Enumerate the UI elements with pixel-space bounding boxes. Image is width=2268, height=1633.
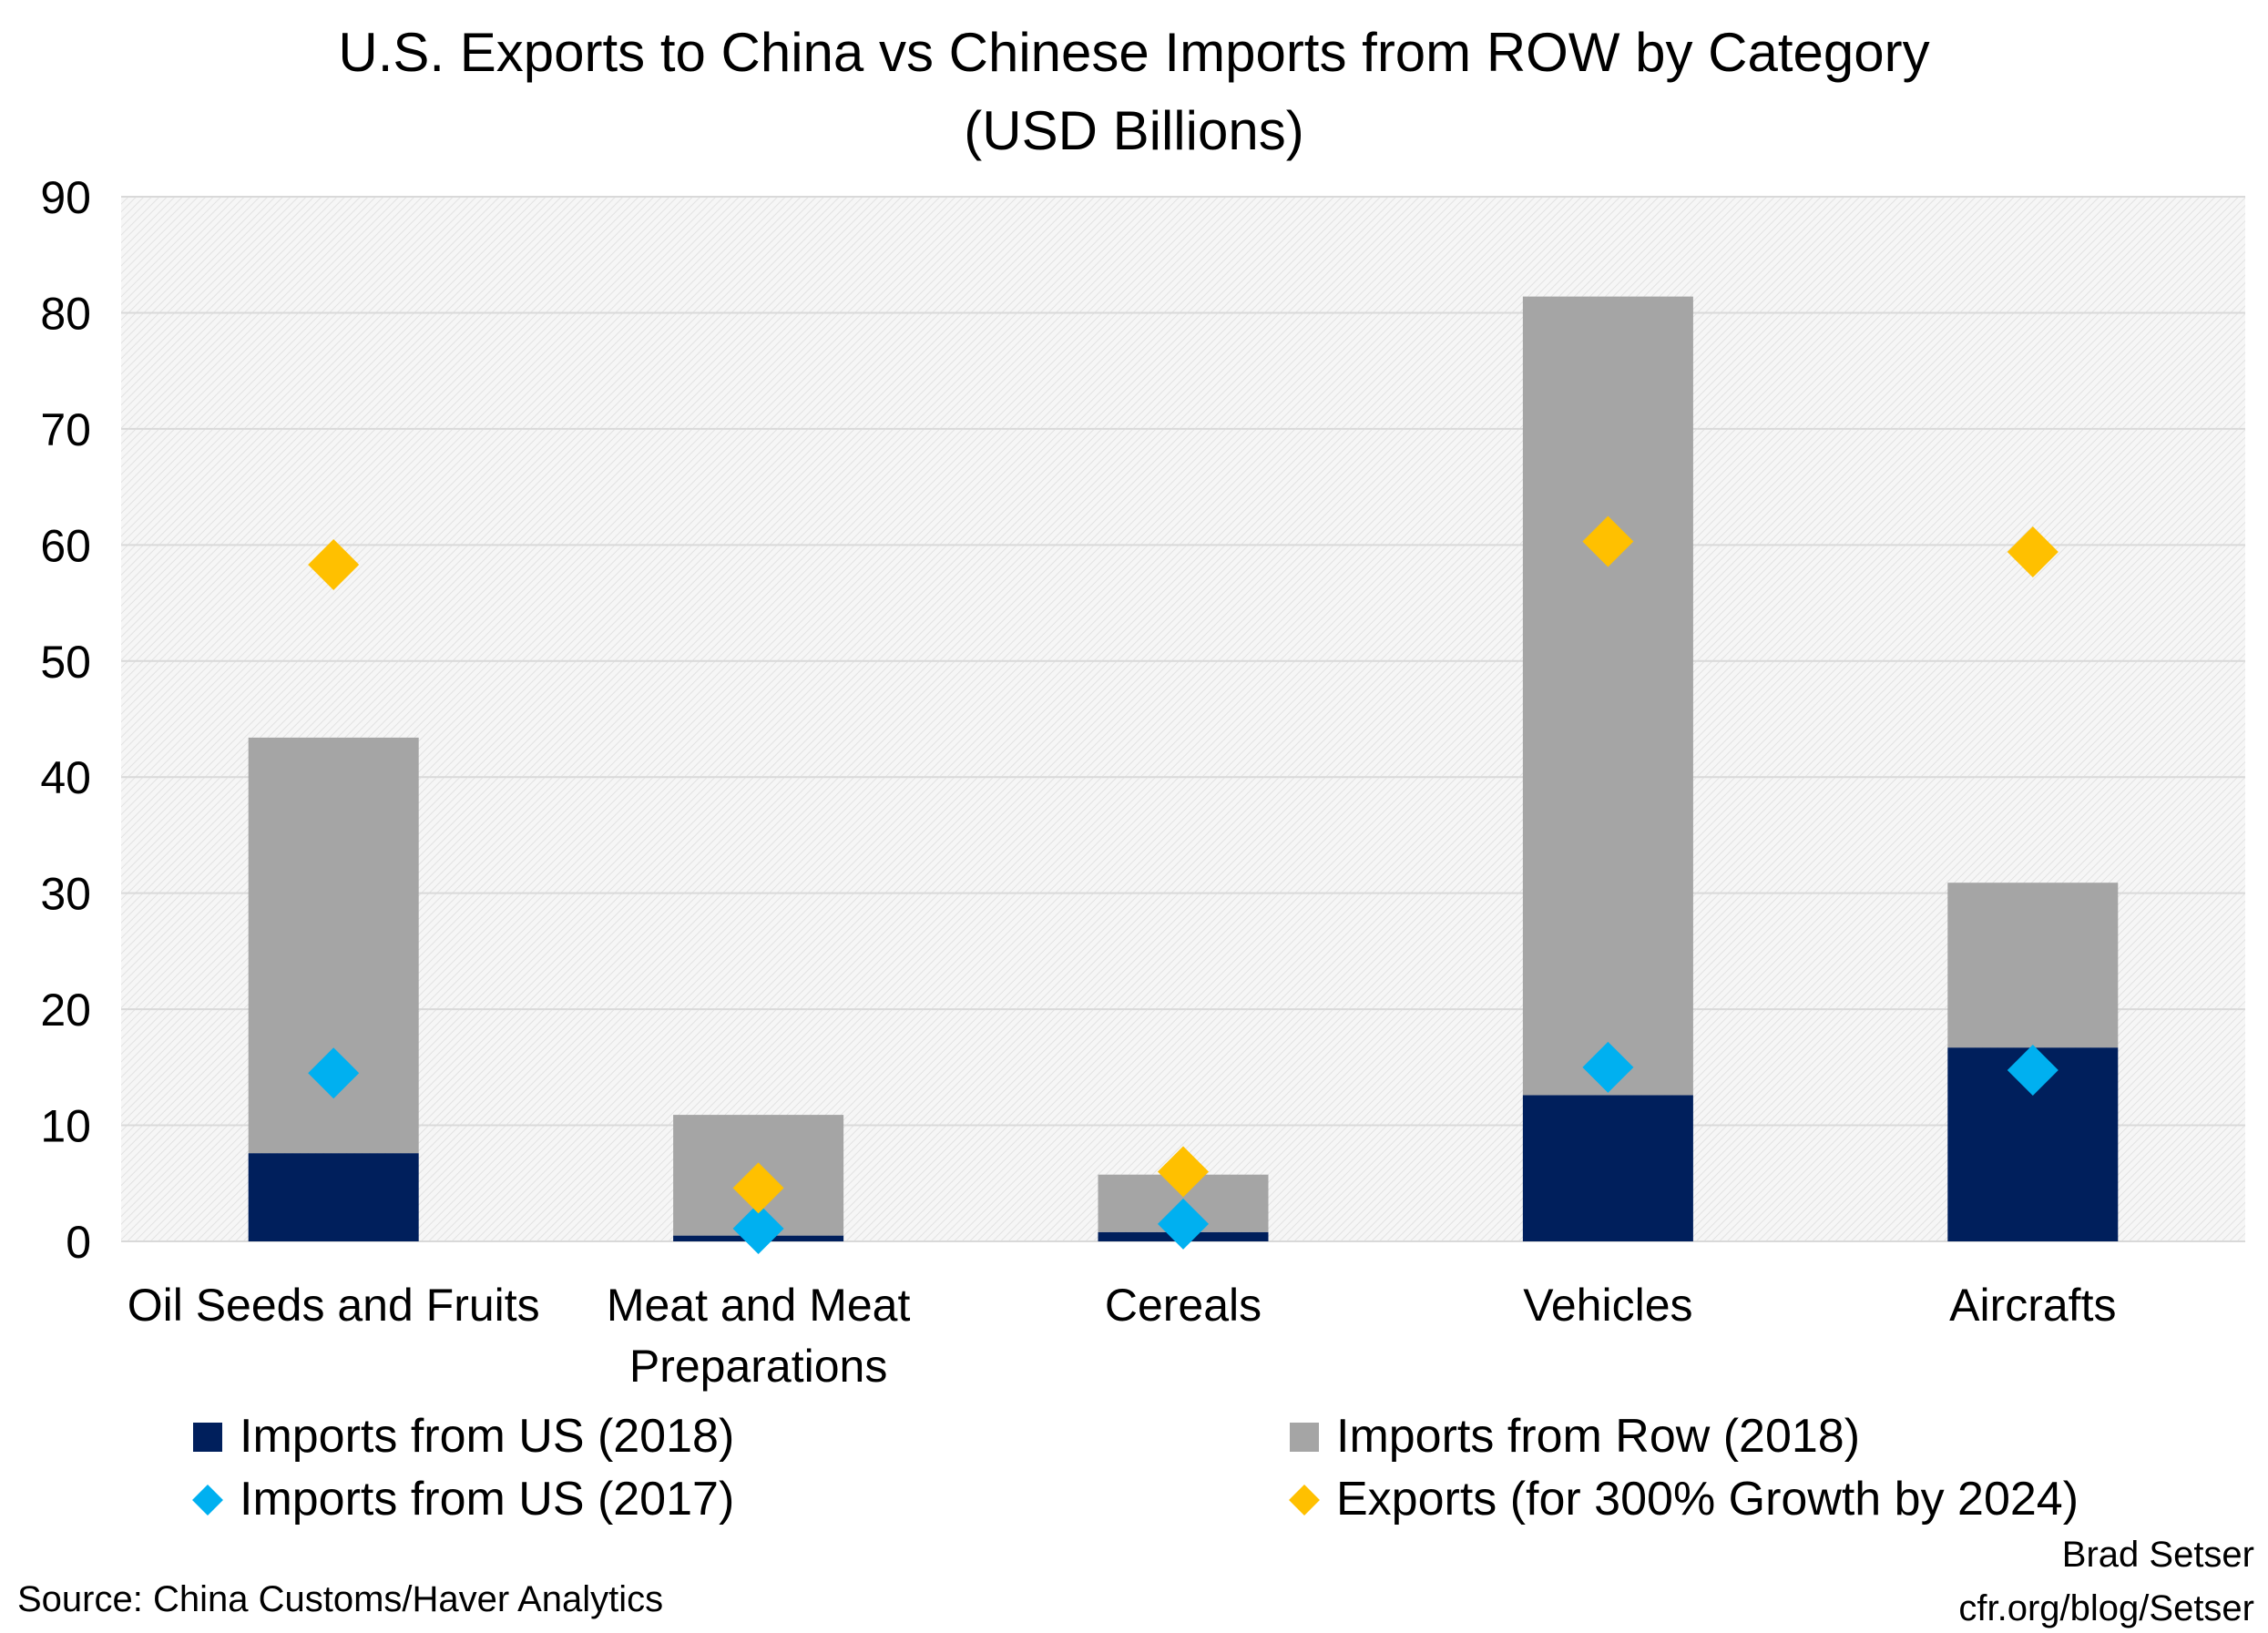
point-2-1 (732, 1202, 784, 1254)
x-category-label: Cereals (1105, 1280, 1262, 1331)
x-category-label: Aircrafts (1949, 1280, 2116, 1331)
bar-0-0 (248, 1153, 419, 1241)
y-tick-label: 60 (40, 520, 91, 571)
point-2-0 (308, 1047, 360, 1099)
legend-square-icon (193, 1423, 222, 1452)
legend-label: Imports from Row (2018) (1336, 1410, 1861, 1463)
x-category-label: Meat and Meat (607, 1280, 911, 1331)
y-tick-label: 20 (40, 985, 91, 1036)
legend-label: Exports (for 300% Growth by 2024) (1336, 1473, 2079, 1526)
credit-author: Brad Setser (2061, 1535, 2254, 1575)
point-3-4 (2007, 526, 2059, 577)
y-tick-label: 90 (40, 172, 91, 223)
y-tick-label: 70 (40, 404, 91, 455)
legend-label: Imports from US (2018) (240, 1410, 735, 1463)
x-category-label: Vehicles (1523, 1280, 1692, 1331)
point-2-2 (1158, 1198, 1209, 1250)
y-tick-label: 50 (40, 637, 91, 688)
point-3-2 (1158, 1146, 1209, 1198)
y-tick-label: 80 (40, 288, 91, 339)
point-2-3 (1582, 1041, 1634, 1093)
x-category-label: Preparations (629, 1341, 888, 1392)
source-note: Source: China Customs/Haver Analytics (17, 1579, 664, 1619)
point-3-1 (732, 1162, 784, 1214)
x-category-label: Oil Seeds and Fruits (128, 1280, 540, 1331)
bar-0-3 (1522, 1095, 1693, 1241)
chart-subtitle: (USD Billions) (964, 100, 1304, 161)
y-tick-label: 40 (40, 752, 91, 803)
chart-title: U.S. Exports to China vs Chinese Imports… (338, 22, 1930, 83)
plot-area-background (121, 197, 2245, 1241)
point-3-0 (308, 538, 360, 590)
y-tick-label: 0 (66, 1217, 91, 1268)
legend-square-icon (1290, 1423, 1319, 1452)
bar-1-4 (1947, 883, 2119, 1048)
credit-url: cfr.org/blog/Setser (1958, 1588, 2254, 1628)
point-3-3 (1582, 515, 1634, 567)
y-tick-label: 10 (40, 1101, 91, 1152)
bar-1-3 (1522, 296, 1693, 1096)
legend-label: Imports from US (2017) (240, 1473, 735, 1526)
y-tick-label: 30 (40, 869, 91, 920)
point-2-4 (2007, 1045, 2059, 1097)
